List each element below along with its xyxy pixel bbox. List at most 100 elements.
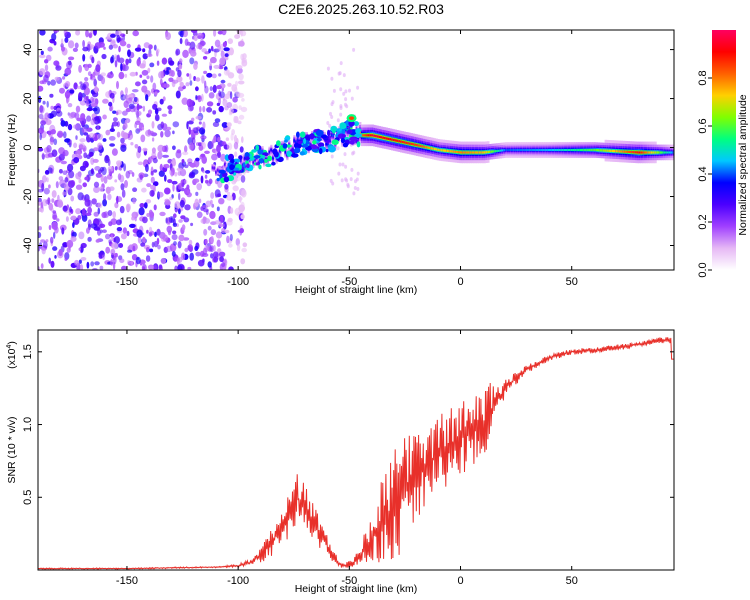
spectrogram-panel: -150 -100 -50 0 50 -40 -20 0 20 40 Height of str… bbox=[6, 29, 675, 296]
spectrogram-speckle bbox=[193, 35, 198, 42]
spectrogram-speckle bbox=[54, 76, 60, 81]
spectrogram-speckle bbox=[40, 263, 44, 269]
spectrogram-speckle bbox=[64, 90, 71, 99]
spectrogram-speckle bbox=[105, 246, 111, 254]
spectrogram-cell bbox=[359, 131, 362, 134]
spectrogram-blob bbox=[271, 161, 276, 166]
spectrogram-blob bbox=[299, 131, 306, 138]
spectrogram-speckle bbox=[49, 136, 55, 143]
spectrogram-speckle bbox=[236, 91, 241, 97]
spectrogram-speckle bbox=[88, 32, 93, 39]
spectrogram-speckle bbox=[352, 191, 356, 196]
spectrogram-blob bbox=[253, 155, 261, 159]
spectrogram-cell bbox=[293, 139, 296, 142]
spectrogram-speckle bbox=[193, 76, 197, 81]
spectrogram-speckle bbox=[330, 154, 334, 159]
spectrogram-speckle bbox=[72, 47, 78, 53]
spectrogram-speckle bbox=[210, 45, 214, 52]
spectrogram-speckle bbox=[171, 251, 176, 257]
spectrogram-speckle bbox=[167, 230, 172, 236]
spectrogram-speckle bbox=[339, 87, 343, 92]
spectrogram-speckle bbox=[123, 100, 129, 109]
spectrogram-speckle bbox=[348, 88, 351, 93]
spectrogram-blob bbox=[332, 129, 336, 134]
spectrogram-speckle bbox=[209, 86, 213, 92]
spectrogram-speckle bbox=[203, 216, 207, 221]
spectrogram-speckle bbox=[61, 46, 65, 52]
spectrogram-speckle bbox=[46, 100, 49, 108]
spectrogram-blob bbox=[267, 155, 272, 162]
spectrogram-speckle bbox=[350, 167, 354, 172]
spectrogram-cell bbox=[643, 151, 647, 154]
spectrogram-speckle bbox=[94, 261, 100, 266]
spectrogram-speckle bbox=[194, 198, 199, 207]
spectrogram-speckle bbox=[149, 62, 155, 68]
spectrogram-speckle bbox=[213, 256, 219, 263]
spectrogram-cell bbox=[604, 149, 607, 152]
spectrogram-speckle bbox=[209, 245, 215, 253]
spectrogram-blob bbox=[246, 163, 250, 169]
spectrogram-speckle bbox=[153, 169, 158, 173]
spectrogram-speckle bbox=[67, 163, 74, 172]
spectrogram-speckle bbox=[93, 211, 99, 217]
spectrogram-speckle bbox=[326, 121, 330, 125]
spectrogram-speckle bbox=[141, 85, 148, 93]
spectrogram-cell bbox=[611, 149, 614, 153]
spectrogram-speckle bbox=[220, 50, 225, 58]
spectrogram-speckle bbox=[65, 216, 69, 222]
spectrogram-speckle bbox=[151, 121, 155, 129]
x-tick-label: -50 bbox=[341, 276, 357, 288]
spectrogram-speckle bbox=[110, 248, 116, 256]
spectrogram-speckle bbox=[53, 41, 57, 46]
spectrogram-cell bbox=[421, 145, 424, 148]
spectrogram-speckle bbox=[134, 47, 142, 52]
spectrogram-speckle bbox=[41, 183, 45, 192]
snr-scale-label: (x104) bbox=[6, 341, 18, 369]
spectrogram-blob bbox=[255, 162, 260, 166]
snr-series-line bbox=[38, 337, 674, 570]
spectrogram-speckle bbox=[128, 58, 132, 64]
spectrogram-speckle bbox=[93, 181, 100, 188]
spectrogram-blob bbox=[355, 128, 361, 135]
spectrogram-cell bbox=[391, 138, 394, 141]
spectrogram-speckle bbox=[236, 65, 243, 69]
spectrogram-x-label: Height of straight line (km) bbox=[295, 284, 418, 296]
spectrogram-speckle bbox=[118, 243, 124, 248]
spectrogram-ridge bbox=[211, 114, 674, 184]
spectrogram-speckle bbox=[157, 191, 164, 198]
spectrogram-speckle bbox=[118, 71, 125, 80]
spectrogram-cell bbox=[446, 149, 449, 152]
spectrogram-speckle bbox=[58, 169, 63, 174]
spectrogram-cell bbox=[572, 148, 575, 152]
spectrogram-speckle bbox=[103, 193, 107, 201]
y-tick-label: 0.5 bbox=[22, 490, 34, 505]
spectrogram-speckle bbox=[217, 193, 222, 197]
spectrogram-speckle bbox=[98, 169, 102, 174]
spectrogram-cell bbox=[581, 148, 584, 152]
spectrogram-speckle bbox=[82, 160, 89, 168]
spectrogram-speckle bbox=[204, 238, 208, 245]
spectrogram-speckle bbox=[68, 56, 75, 61]
spectrogram-speckle bbox=[218, 105, 224, 113]
spectrogram-speckle bbox=[90, 261, 95, 267]
spectrogram-frame bbox=[37, 29, 675, 271]
spectrogram-speckle bbox=[41, 152, 45, 160]
spectrogram-speckle bbox=[78, 64, 82, 73]
spectrogram-speckle bbox=[78, 142, 85, 149]
spectrogram-cell bbox=[506, 148, 510, 152]
spectrogram-speckle bbox=[114, 179, 118, 183]
spectrogram-cell bbox=[528, 148, 531, 152]
spectrogram-speckle bbox=[158, 170, 165, 177]
spectrogram-speckle bbox=[59, 87, 65, 94]
spectrogram-blob bbox=[245, 156, 250, 161]
spectrogram-speckle bbox=[113, 236, 120, 244]
spectrogram-speckle bbox=[132, 245, 136, 252]
spectrogram-speckle bbox=[100, 72, 106, 77]
spectrogram-cell bbox=[617, 150, 620, 153]
spectrogram-blob bbox=[303, 138, 307, 145]
spectrogram-speckle bbox=[107, 158, 111, 167]
spectrogram-speckle bbox=[195, 86, 199, 92]
spectrogram-cell bbox=[350, 127, 353, 130]
spectrogram-speckle bbox=[182, 151, 189, 156]
spectrogram-cell bbox=[467, 151, 470, 154]
